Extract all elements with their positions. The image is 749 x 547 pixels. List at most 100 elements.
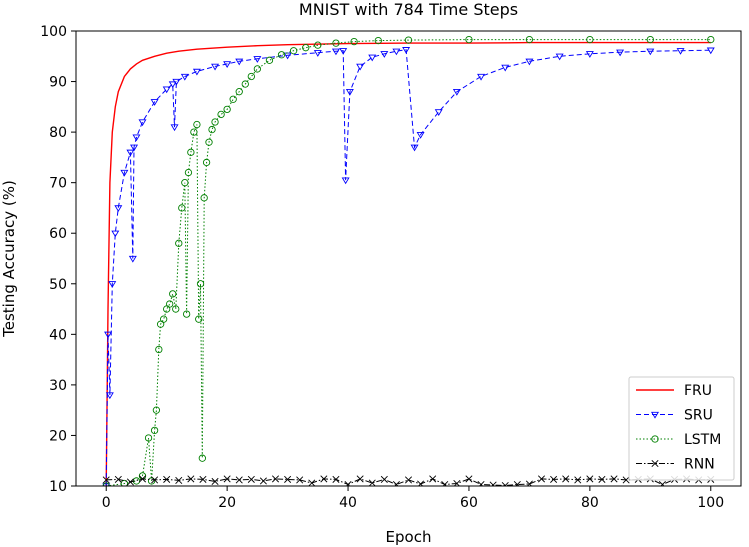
sru-point [172,78,181,86]
sru-point [283,52,292,60]
lstm-point [646,35,654,44]
y-tick-label: 40 [49,327,67,343]
lstm-point [193,120,201,129]
rnn-point [404,476,413,484]
y-tick-label: 90 [49,75,67,91]
rnn-point [392,480,400,486]
rnn-point [513,480,521,486]
lstm-point [289,47,298,55]
lstm-point [187,148,195,156]
y-tick-label: 50 [49,277,67,293]
rnn-point [344,480,352,486]
legend-label-sru: SRU [684,408,713,424]
series-lstm [102,35,715,486]
rnn-point [610,475,618,483]
rnn-point [586,475,594,483]
rnn-point [235,476,243,484]
sru-point [313,50,322,57]
lstm-point [202,158,211,167]
sru-point [211,63,220,71]
sru-point [501,64,510,72]
rnn-point [199,475,207,483]
lstm-point [525,35,534,44]
y-tick-label: 30 [49,378,67,394]
lstm-point [175,239,183,247]
lstm-point [332,39,340,47]
lstm-point [205,138,213,146]
sru-point [341,177,350,185]
sru-point [105,392,114,400]
rnn-line [106,478,711,486]
sru-point [150,99,159,106]
sru-point [130,144,139,152]
series-rnn [102,475,715,486]
rnn-point [477,480,485,486]
sru-point [331,48,340,56]
plot-area [102,35,715,486]
sru-point [356,63,365,71]
x-axis-label: Epoch [386,528,432,546]
y-tick-label: 60 [49,226,67,242]
rnn-point [550,475,558,483]
sru-point [138,119,147,127]
sru-point [410,144,419,152]
rnn-point [598,475,606,483]
rnn-point [211,477,219,485]
lstm-point [253,65,262,73]
sru-point [706,47,715,55]
lstm-point [247,72,255,81]
rnn-point [114,475,122,483]
lstm-point [217,110,225,119]
rnn-point [658,480,666,486]
sru-point [102,483,111,486]
lstm-point [229,95,237,103]
rnn-point [441,480,449,486]
sru-point [170,124,179,132]
rnn-point [356,475,364,483]
lstm-point [190,128,198,136]
y-tick-label: 10 [49,479,67,495]
sru-point [168,81,177,89]
rnn-point [380,475,388,483]
x-tick-label: 100 [697,495,724,511]
lstm-point [182,310,191,318]
lstm-point [208,125,216,134]
sru-point [616,49,625,57]
sru-point [434,109,443,116]
sru-point [585,51,594,58]
sru-point [128,255,137,263]
lstm-point [314,41,322,49]
lstm-point [184,168,193,177]
rnn-point [489,481,497,486]
lstm-point [147,477,156,485]
sru-point [192,68,201,76]
rnn-point [574,476,582,484]
sru-point [162,86,171,94]
rnn-point [320,475,328,483]
rnn-point [223,475,231,483]
series-sru [102,47,715,486]
lstm-point [169,290,177,298]
rnn-point [296,476,304,484]
x-tick-label: 40 [339,495,357,511]
lstm-point [211,118,219,126]
lstm-point [235,88,243,96]
rnn-point [429,475,437,483]
sru-point [477,73,486,81]
y-tick-label: 80 [49,125,67,141]
legend-label-rnn: RNN [684,457,715,473]
lstm-point [172,305,180,313]
rnn-point [537,475,546,483]
sru-point [120,169,129,177]
rnn-point [501,481,509,486]
lstm-point [707,35,715,44]
sru-point [126,149,135,157]
rnn-point [368,479,376,486]
legend-label-fru: FRU [684,383,712,399]
x-tick-label: 20 [218,495,236,511]
rnn-point [284,475,292,483]
lstm-point [195,315,203,323]
legend-marker-sru [651,411,659,419]
rnn-point [622,476,630,484]
sru-point [111,230,120,238]
